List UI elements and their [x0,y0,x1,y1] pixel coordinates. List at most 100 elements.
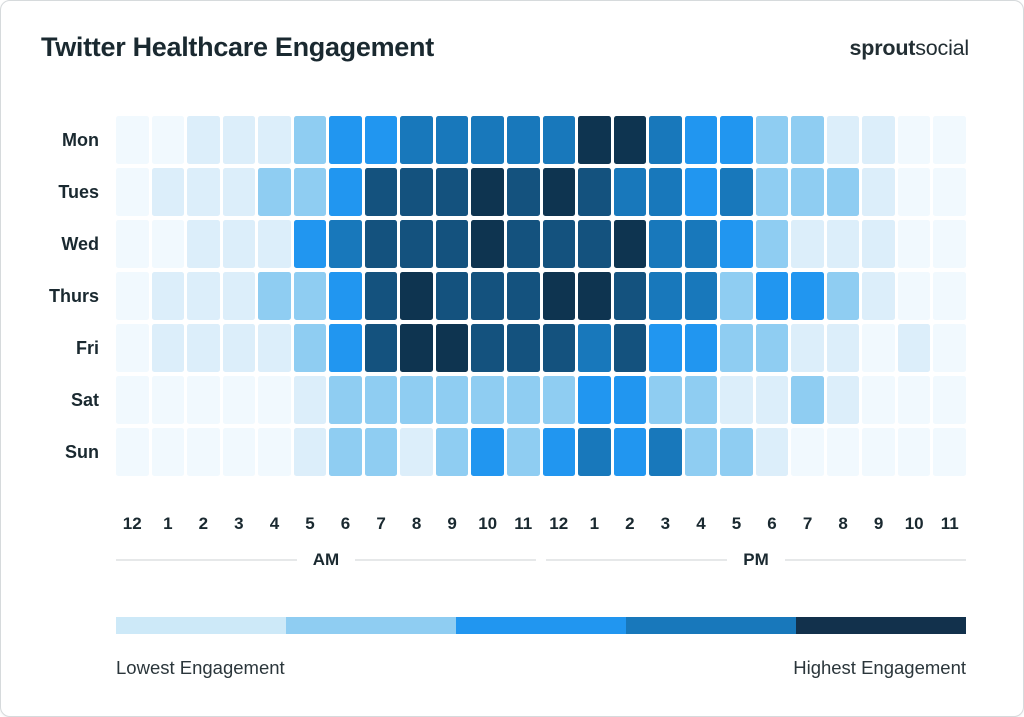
heatmap-cell [755,324,789,372]
heatmap-cell [329,116,362,164]
heatmap-cell [435,428,469,476]
day-label: Wed [61,234,99,254]
heatmap-cell [506,428,540,476]
heatmap-cell [613,428,647,476]
heatmap-cell [755,272,789,320]
heatmap-cell [542,116,576,164]
heatmap-cell [897,168,931,216]
heatmap-cell [897,376,931,424]
hour-label: 5 [731,514,742,533]
heatmap-cell [826,272,860,320]
heatmap-cell [862,220,895,268]
heatmap-cell [258,272,291,320]
heatmap-cell [187,428,220,476]
heatmap-cell [471,324,504,372]
heatmap-cell [116,324,149,372]
heatmap-cell [506,272,540,320]
heatmap-cell [649,168,682,216]
heatmap-cell [542,324,576,372]
legend-swatch [796,617,966,634]
heatmap-cell [791,168,824,216]
heatmap-cell [329,168,362,216]
am-right-rule [355,559,537,561]
logo-text-sprout: sprout [849,36,916,60]
heatmap-cell [187,272,220,320]
hour-label: 10 [478,514,498,533]
heatmap-cell [933,272,966,320]
heatmap-cell [542,376,576,424]
heatmap-cell [222,272,256,320]
heatmap-cell [720,376,753,424]
heatmap-cell [222,116,256,164]
hour-label: 3 [234,514,244,533]
heatmap-cell [116,116,149,164]
heatmap-cell [613,220,647,268]
heatmap-cell [826,376,860,424]
heatmap-cell [862,168,895,216]
heatmap-cell [684,168,718,216]
legend-swatch [626,617,796,634]
day-label: Thurs [48,286,99,306]
heatmap-cell [293,220,327,268]
hour-label: 2 [625,514,635,533]
pm-label: PM [743,550,769,569]
heatmap-cell [933,324,966,372]
am-section: AM [116,550,541,570]
heatmap-cell [578,376,611,424]
pm-left-rule [546,559,728,561]
heatmap-cell [293,168,327,216]
heatmap-cell [506,116,540,164]
heatmap-cell [755,116,789,164]
heatmap-cell [293,272,327,320]
heatmap-cell [222,220,256,268]
heatmap-cell [151,168,185,216]
heatmap-cell [187,376,220,424]
legend-min-label: Lowest Engagement [116,657,285,678]
heatmap-cell [471,428,504,476]
heatmap-cell [506,168,540,216]
heatmap-cell [649,272,682,320]
hour-label: 11 [514,514,533,533]
heatmap-cell [258,168,291,216]
heatmap-cell [329,272,362,320]
heatmap-cell [329,428,362,476]
am-left-rule [116,559,297,561]
heatmap-cell [791,428,824,476]
day-label: Tues [58,182,99,202]
hour-label: 10 [904,514,924,533]
hour-label: 3 [660,514,671,533]
hour-label: 6 [767,514,777,533]
legend-labels: Lowest Engagement Highest Engagement [116,657,966,679]
day-label: Mon [62,130,99,150]
heatmap-cell [329,220,362,268]
heatmap-cell [684,272,718,320]
heatmap-cell [435,220,469,268]
heatmap-cell [329,324,362,372]
heatmap-cell [435,168,469,216]
x-axis-hour-labels: 12 1 2 3 4 5 6 7 8 9 10 11 12 1 2 3 4 5 6 7 8 9 10 11 [116,514,966,534]
heatmap-cell [578,428,611,476]
heatmap-cell [435,272,469,320]
legend-max-label: Highest Engagement [793,657,966,678]
hour-label: 6 [340,514,351,533]
heatmap-cell [471,220,504,268]
heatmap-cell [364,220,398,268]
heatmap-cell [187,168,220,216]
heatmap-cell [578,168,611,216]
heatmap-cell [613,324,647,372]
heatmap-cell [578,272,611,320]
legend-color-bar [116,617,966,634]
heatmap-cell [364,428,398,476]
y-axis-day-labels: Mon Tues Wed Thurs Fri Sat Sun [1,116,99,480]
heatmap-cell [826,116,860,164]
heatmap-cell [435,116,469,164]
heatmap-cell [897,220,931,268]
heatmap-cell [933,220,966,268]
heatmap-cell [720,272,753,320]
hour-label: 9 [447,514,457,533]
heatmap-cell [897,428,931,476]
heatmap-cell [471,116,504,164]
heatmap-grid [116,116,966,476]
heatmap-cell [649,220,682,268]
heatmap-cell [258,324,291,372]
